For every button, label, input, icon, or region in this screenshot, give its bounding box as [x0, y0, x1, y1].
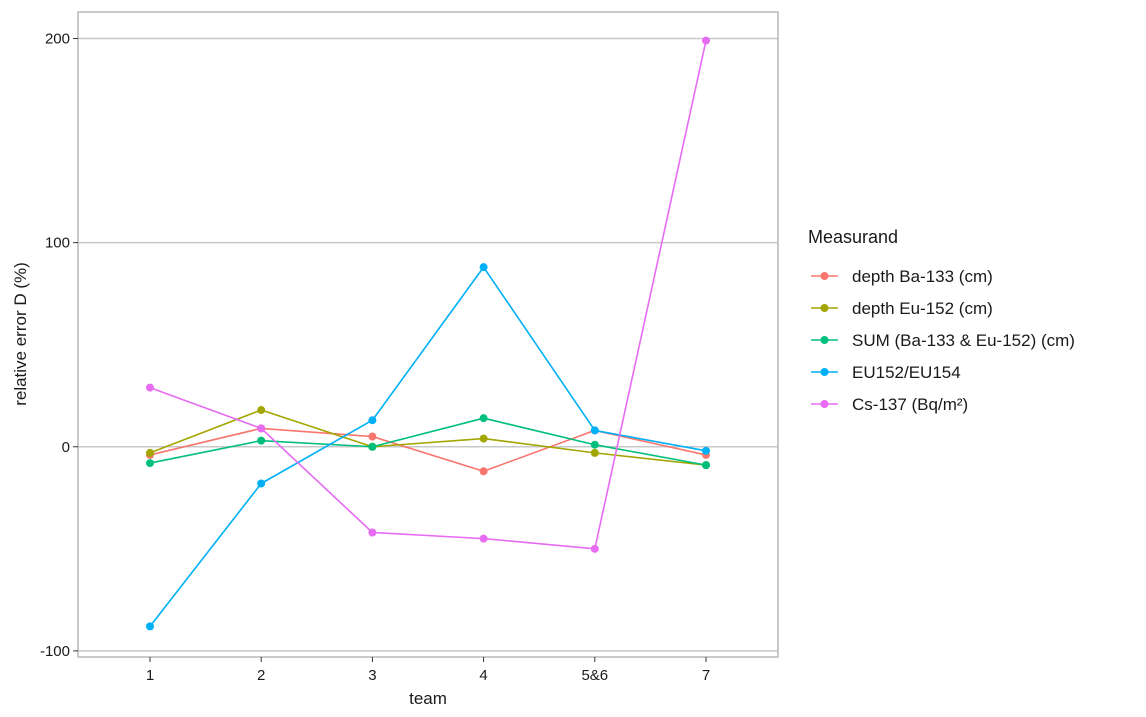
- legend-item: depth Eu-152 (cm): [811, 299, 993, 318]
- legend: Measurand depth Ba-133 (cm) depth Eu-152 …: [808, 227, 1075, 414]
- legend-label: Cs-137 (Bq/m²): [852, 395, 968, 414]
- data-point: [590, 448, 599, 457]
- legend-label: depth Eu-152 (cm): [852, 299, 993, 318]
- axes: -100 0 100 200 1 2 3 4 5&6 7: [40, 31, 710, 684]
- data-point: [368, 432, 377, 441]
- data-point: [146, 459, 154, 468]
- x-tick-label: 1: [146, 667, 154, 684]
- legend-item: Cs-137 (Bq/m²): [811, 395, 968, 414]
- legend-item: depth Ba-133 (cm): [811, 267, 993, 286]
- legend-key-point: [820, 304, 829, 312]
- data-point: [368, 528, 377, 537]
- x-tick-label: 5&6: [581, 667, 608, 684]
- y-tick-label: 100: [45, 235, 70, 252]
- data-point: [590, 426, 599, 435]
- legend-key-point: [820, 368, 829, 376]
- data-point: [590, 440, 599, 449]
- legend-label: SUM (Ba-133 & Eu-152) (cm): [852, 331, 1075, 350]
- legend-key-point: [820, 400, 829, 408]
- legend-title: Measurand: [808, 227, 898, 247]
- y-tick-label: 200: [45, 31, 70, 48]
- legend-item: EU152/EU154: [811, 363, 961, 382]
- data-point: [702, 461, 710, 470]
- data-point: [257, 406, 266, 415]
- x-tick-label: 3: [368, 667, 376, 684]
- legend-label: EU152/EU154: [852, 363, 961, 382]
- y-tick-label: 0: [62, 439, 70, 456]
- x-tick-label: 7: [702, 667, 710, 684]
- series-group: [146, 36, 710, 631]
- legend-key-point: [820, 272, 829, 280]
- series-4: [146, 263, 710, 631]
- data-point: [257, 479, 266, 488]
- x-axis-title: team: [409, 689, 447, 708]
- data-point: [479, 434, 488, 443]
- series-line: [149, 417, 707, 466]
- data-point: [146, 448, 154, 457]
- data-point: [146, 383, 154, 392]
- series-line: [149, 409, 707, 466]
- data-point: [257, 436, 266, 445]
- data-point: [368, 416, 377, 425]
- plot-panel-border: [77, 11, 779, 658]
- y-axis-title: relative error D (%): [11, 262, 30, 406]
- x-tick-label: 4: [479, 667, 487, 684]
- data-point: [479, 263, 488, 272]
- legend-key-point: [820, 336, 829, 344]
- y-tick-label: -100: [40, 643, 70, 660]
- data-point: [702, 36, 710, 45]
- data-point: [146, 622, 154, 631]
- x-tick-label: 2: [257, 667, 265, 684]
- data-point: [479, 414, 488, 423]
- series-line: [149, 266, 707, 627]
- data-point: [702, 446, 710, 455]
- legend-item: SUM (Ba-133 & Eu-152) (cm): [811, 331, 1075, 350]
- legend-label: depth Ba-133 (cm): [852, 267, 993, 286]
- series-5: [146, 36, 710, 553]
- data-point: [590, 544, 599, 553]
- data-point: [479, 534, 488, 543]
- data-point: [368, 442, 377, 451]
- series-line: [149, 40, 707, 550]
- series-3: [146, 414, 710, 470]
- data-point: [479, 467, 488, 476]
- data-point: [257, 424, 266, 433]
- gridlines: [78, 37, 778, 652]
